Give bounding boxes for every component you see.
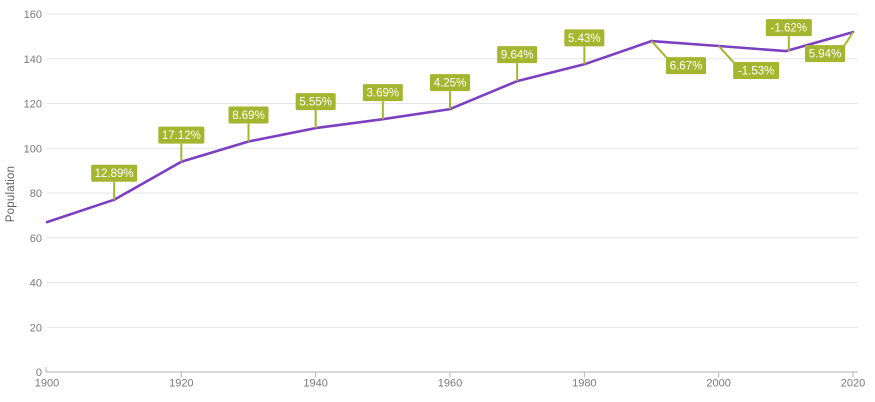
growth-callout-box (765, 19, 812, 37)
growth-callout-box (733, 61, 780, 79)
y-tick-label: 140 (24, 54, 42, 66)
growth-callout: 5.43% (564, 29, 605, 65)
growth-callout-text: 12.89% (95, 168, 134, 180)
growth-callout: 5.94% (805, 31, 854, 63)
growth-callout-text: 4.25% (434, 78, 467, 90)
growth-callout-text: 5.55% (299, 97, 332, 109)
growth-callout-text: 6.67% (670, 61, 703, 73)
growth-callout: 8.69% (228, 106, 269, 142)
growth-callout: 6.67% (650, 40, 706, 75)
growth-callout-text: -1.62% (771, 23, 807, 35)
growth-callout-box (430, 74, 470, 92)
x-tick-label: 2000 (706, 378, 730, 390)
growth-callout: -1.62% (765, 19, 812, 52)
growth-callout-box (666, 57, 706, 75)
y-tick-label: 0 (36, 367, 42, 379)
growth-callout-box (805, 45, 845, 63)
callout-stem (650, 40, 668, 59)
y-tick-label: 80 (30, 188, 42, 200)
x-tick-label: 2020 (841, 378, 865, 390)
y-tick-label: 100 (24, 143, 42, 155)
y-tick-label: 160 (24, 9, 42, 21)
growth-callout-text: 3.69% (367, 88, 400, 100)
x-tick-label: 1980 (572, 378, 596, 390)
growth-callout-box (497, 46, 538, 64)
growth-callout-box (564, 29, 605, 47)
growth-callout-box (91, 164, 138, 182)
y-tick-label: 60 (30, 233, 42, 245)
growth-callout: 4.25% (430, 74, 470, 110)
growth-callout: 5.55% (295, 93, 336, 129)
growth-callout-text: 8.69% (232, 110, 265, 122)
y-tick-label: 40 (30, 278, 42, 290)
x-tick-label: 1900 (35, 378, 59, 390)
growth-callout-box (158, 126, 205, 144)
growth-callout: 3.69% (362, 84, 403, 120)
growth-callout: 12.89% (91, 164, 138, 200)
callout-stem (843, 31, 854, 47)
growth-callout: 17.12% (158, 126, 205, 162)
growth-callout-text: -1.53% (738, 65, 774, 77)
growth-callout-box (295, 93, 336, 111)
growth-callout: 9.64% (497, 46, 538, 82)
growth-callout-text: 9.64% (501, 50, 534, 62)
y-tick-label: 20 (30, 322, 42, 334)
growth-callout: -1.53% (717, 45, 780, 79)
callout-stem (717, 45, 735, 64)
growth-callout-box (362, 84, 403, 102)
y-tick-label: 120 (24, 99, 42, 111)
x-tick-label: 1940 (303, 378, 327, 390)
growth-callout-text: 17.12% (162, 130, 201, 142)
growth-callout-text: 5.94% (809, 49, 842, 61)
x-tick-label: 1920 (169, 378, 193, 390)
growth-callout-text: 5.43% (568, 33, 601, 45)
growth-callout-box (228, 106, 269, 124)
x-tick-label: 1960 (438, 378, 462, 390)
